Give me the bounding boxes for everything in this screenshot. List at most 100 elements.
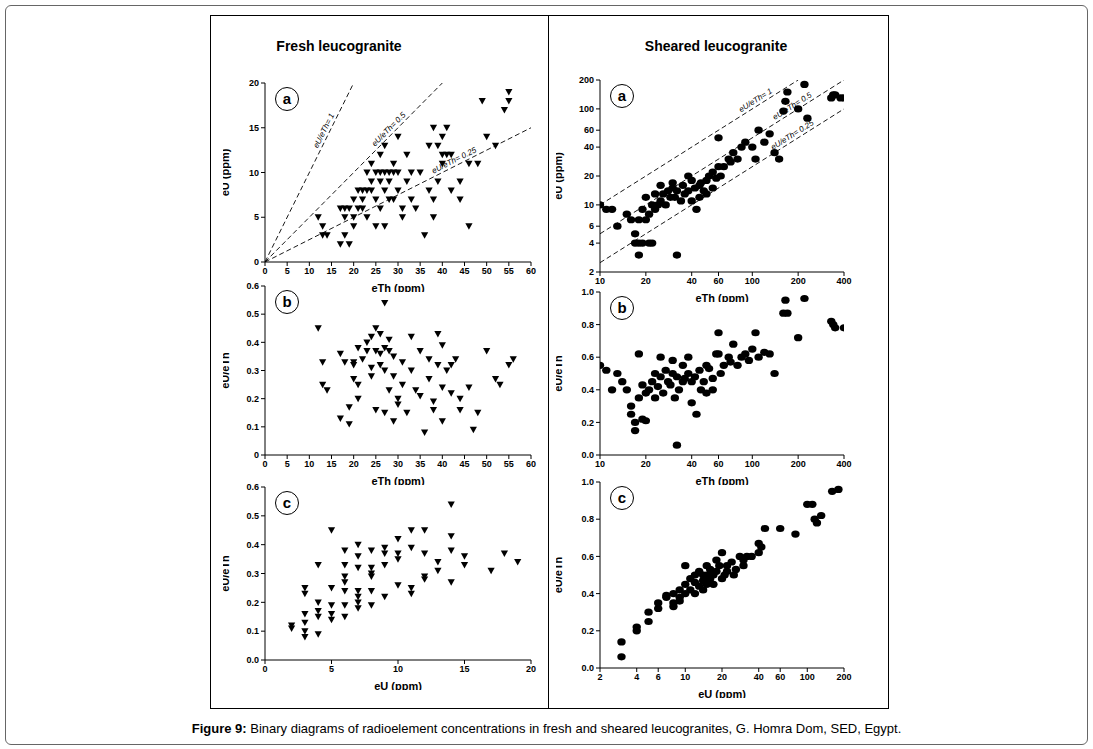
svg-text:15: 15: [249, 123, 259, 133]
svg-text:0.4: 0.4: [246, 540, 259, 550]
svg-text:15: 15: [459, 664, 469, 674]
svg-text:45: 45: [459, 266, 469, 276]
svg-text:1.0: 1.0: [581, 477, 594, 487]
svg-text:0.4: 0.4: [246, 338, 259, 348]
svg-text:20: 20: [349, 266, 359, 276]
svg-text:10: 10: [584, 200, 594, 210]
svg-text:10: 10: [595, 276, 605, 286]
svg-text:eU (ppm): eU (ppm): [223, 148, 231, 196]
svg-text:40: 40: [687, 459, 697, 469]
svg-text:10: 10: [249, 168, 259, 178]
svg-text:200: 200: [791, 276, 806, 286]
svg-text:10: 10: [304, 266, 314, 276]
svg-text:eU/eTh= 1: eU/eTh= 1: [737, 87, 774, 115]
svg-text:2: 2: [589, 267, 594, 277]
svg-text:0.6: 0.6: [581, 352, 594, 362]
svg-text:eU/eTh= 0.5: eU/eTh= 0.5: [771, 90, 814, 122]
svg-text:4: 4: [634, 672, 639, 682]
svg-text:20: 20: [641, 459, 651, 469]
svg-text:0.0: 0.0: [246, 655, 259, 665]
svg-text:60: 60: [584, 125, 594, 135]
svg-text:100: 100: [745, 459, 760, 469]
svg-text:50: 50: [482, 459, 492, 469]
svg-text:eU/eTh: eU/eTh: [556, 355, 564, 392]
svg-text:eU (ppm): eU (ppm): [698, 688, 746, 698]
svg-text:25: 25: [371, 459, 381, 469]
svg-text:60: 60: [775, 672, 785, 682]
svg-text:eTh (ppm): eTh (ppm): [695, 292, 748, 302]
svg-text:4: 4: [589, 238, 594, 248]
svg-text:eTh (ppm): eTh (ppm): [371, 475, 424, 485]
svg-text:0.3: 0.3: [246, 569, 259, 579]
svg-text:0.6: 0.6: [246, 281, 259, 291]
svg-text:0: 0: [262, 664, 267, 674]
svg-text:100: 100: [745, 276, 760, 286]
svg-text:30: 30: [393, 459, 403, 469]
svg-text:20: 20: [717, 672, 727, 682]
svg-text:20: 20: [249, 78, 259, 88]
svg-text:eU/eTh= 0.25: eU/eTh= 0.25: [430, 145, 478, 175]
svg-text:0.4: 0.4: [581, 385, 594, 395]
svg-text:eTh (ppm): eTh (ppm): [695, 475, 748, 485]
svg-text:20: 20: [349, 459, 359, 469]
svg-text:5: 5: [254, 212, 259, 222]
svg-text:15: 15: [326, 266, 336, 276]
svg-text:200: 200: [579, 75, 594, 85]
svg-text:6: 6: [589, 221, 594, 231]
svg-text:45: 45: [459, 459, 469, 469]
svg-text:200: 200: [836, 672, 851, 682]
svg-text:0.6: 0.6: [581, 552, 594, 562]
svg-text:0.1: 0.1: [246, 422, 259, 432]
svg-text:40: 40: [754, 672, 764, 682]
svg-text:400: 400: [836, 459, 851, 469]
svg-text:0: 0: [262, 266, 267, 276]
svg-text:0.8: 0.8: [581, 320, 594, 330]
svg-text:0.2: 0.2: [581, 626, 594, 636]
svg-text:30: 30: [393, 266, 403, 276]
svg-text:0.0: 0.0: [581, 663, 594, 673]
svg-text:400: 400: [836, 276, 851, 286]
svg-text:0.2: 0.2: [581, 418, 594, 428]
svg-text:eU/eTh= 1: eU/eTh= 1: [312, 112, 337, 150]
svg-text:60: 60: [714, 276, 724, 286]
svg-text:10: 10: [304, 459, 314, 469]
svg-text:0.2: 0.2: [246, 598, 259, 608]
svg-text:55: 55: [504, 459, 514, 469]
svg-text:40: 40: [437, 459, 447, 469]
svg-text:40: 40: [437, 266, 447, 276]
svg-text:40: 40: [584, 142, 594, 152]
svg-text:eU (ppm): eU (ppm): [374, 680, 422, 690]
svg-text:6: 6: [656, 672, 661, 682]
svg-text:60: 60: [526, 266, 536, 276]
svg-text:10: 10: [595, 459, 605, 469]
svg-text:eU/eTh: eU/eTh: [556, 556, 564, 593]
svg-text:55: 55: [504, 266, 514, 276]
svg-text:35: 35: [415, 266, 425, 276]
svg-text:1.0: 1.0: [581, 287, 594, 297]
svg-text:0.4: 0.4: [581, 589, 594, 599]
svg-text:20: 20: [526, 664, 536, 674]
svg-text:50: 50: [482, 266, 492, 276]
svg-text:20: 20: [584, 171, 594, 181]
svg-text:0.8: 0.8: [581, 514, 594, 524]
svg-text:2: 2: [597, 672, 602, 682]
svg-text:20: 20: [641, 276, 651, 286]
svg-text:200: 200: [791, 459, 806, 469]
svg-text:10: 10: [393, 664, 403, 674]
svg-text:100: 100: [800, 672, 815, 682]
svg-text:0.6: 0.6: [246, 482, 259, 492]
svg-text:0.5: 0.5: [246, 309, 259, 319]
svg-text:5: 5: [329, 664, 334, 674]
svg-text:eU (ppm): eU (ppm): [556, 152, 564, 200]
svg-text:eTh (ppm): eTh (ppm): [371, 282, 424, 292]
svg-text:eU/eTh: eU/eTh: [223, 555, 231, 592]
svg-text:25: 25: [371, 266, 381, 276]
svg-text:0: 0: [254, 257, 259, 267]
svg-text:0: 0: [254, 450, 259, 460]
svg-text:eU/eTh: eU/eTh: [223, 352, 231, 389]
svg-text:60: 60: [526, 459, 536, 469]
svg-text:0: 0: [262, 459, 267, 469]
svg-text:0.0: 0.0: [581, 450, 594, 460]
svg-text:0.1: 0.1: [246, 626, 259, 636]
svg-text:35: 35: [415, 459, 425, 469]
